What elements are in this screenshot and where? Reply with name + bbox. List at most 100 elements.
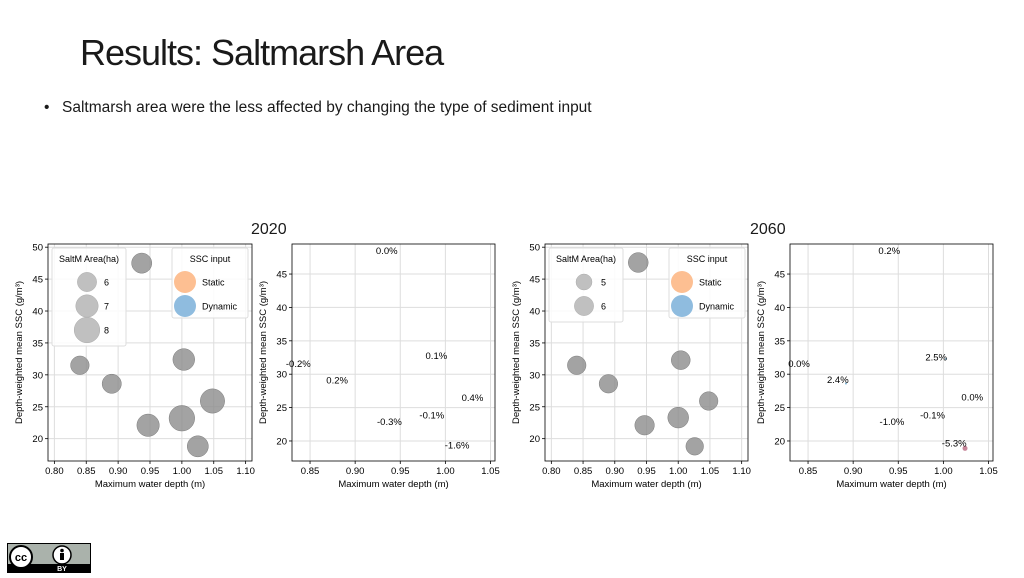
plot-frame [47,243,253,462]
x-tick-label: 1.00 [436,466,455,477]
data-label: -5.3% [942,438,967,449]
chart-panel-2: 0.85 0.90 0.95 1.00 1.05 20 25 30 35 40 45 Maximum … [258,243,500,490]
x-axis-label: Maximum water depth (m) [338,479,448,490]
chart-panel-3: 0.80 0.85 0.90 0.95 1.00 1.05 1.10 20 25 30 35 40 45… [511,243,751,490]
x-tick-label: 1.00 [669,466,688,477]
legend-size-label: 6 [104,278,109,288]
year-label-2060: 2060 [750,221,786,238]
plot-frame [544,243,749,462]
y-tick-label: 30 [32,370,43,381]
size-legend: SaltM Area(ha) 6 7 8 [51,247,127,347]
color-legend: SSC input Static Dynamic [668,247,746,319]
legend-color-swatch [174,295,196,317]
svg-text:BY: BY [57,566,67,573]
y-tick-label: 20 [32,434,43,445]
legend-title: SSC input [687,254,728,264]
legend-color-label: Static [202,278,225,288]
data-bubble [187,435,209,458]
y-tick-label: 35 [32,338,43,349]
x-tick-label: 0.90 [844,466,863,477]
y-axis-label: Depth-weighted mean SSC (g/m³) [756,281,767,424]
y-tick-label: 40 [32,307,43,318]
x-tick-label: 1.10 [236,466,255,477]
data-bubble [172,348,195,371]
legend-title: SaltM Area(ha) [556,254,616,264]
legend-size-bubble [73,316,101,344]
data-bubble [136,413,160,437]
y-tick-label: 40 [529,307,540,318]
data-label: 0.2% [878,246,900,257]
data-bubble [699,391,719,411]
y-tick-label: 35 [276,336,287,347]
legend-size-label: 6 [601,302,606,312]
x-axis-label: Maximum water depth (m) [591,479,701,490]
data-bubble [567,355,587,375]
data-label: 0.0% [961,392,983,403]
data-label: 0.0% [376,246,398,257]
y-tick-label: 40 [774,303,785,314]
x-tick-label: 0.95 [637,466,656,477]
chart-panel-1: 0.80 0.85 0.90 0.95 1.00 1.05 1.10 20 25 30 35 40 45… [14,243,255,490]
legend-color-label: Static [699,278,722,288]
x-tick-label: 1.00 [173,466,192,477]
data-bubble [634,415,655,436]
data-label: 0.1% [426,351,448,362]
year-label-2020: 2020 [251,221,287,238]
data-label: -0.1% [419,410,444,421]
x-tick-label: 1.00 [934,466,953,477]
data-bubble [628,252,649,273]
legend-size-bubble [75,294,99,318]
x-tick-label: 1.05 [481,466,500,477]
x-tick-label: 0.85 [799,466,818,477]
x-tick-label: 0.95 [391,466,410,477]
x-axis-label: Maximum water depth (m) [95,479,205,490]
cc-by-license-badge: cc BY [7,543,91,573]
data-bubble [168,405,195,432]
y-tick-label: 25 [32,402,43,413]
data-bubble [685,437,704,456]
data-label: -0.2% [286,359,311,370]
legend-size-bubble [77,272,97,292]
x-tick-label: 0.95 [889,466,908,477]
legend-color-label: Dynamic [699,302,735,312]
x-tick-label: 0.85 [301,466,320,477]
data-bubble [131,252,153,274]
y-tick-label: 30 [774,370,785,381]
legend-size-label: 5 [601,278,606,288]
data-bubble [598,374,618,394]
x-tick-label: 1.05 [701,466,720,477]
y-tick-label: 20 [529,434,540,445]
data-label: -0.1% [920,410,945,421]
data-label: 0.2% [326,376,348,387]
x-axis-label: Maximum water depth (m) [836,479,946,490]
y-tick-label: 25 [276,403,287,414]
legend-size-bubble [575,273,593,291]
y-tick-label: 45 [529,275,540,286]
plot-frame [789,243,994,462]
legend-size-label: 8 [104,326,109,336]
x-tick-label: 0.80 [45,466,64,477]
legend-color-swatch [174,271,196,293]
data-bubble [671,350,691,370]
x-tick-label: 0.90 [109,466,128,477]
color-legend: SSC input Static Dynamic [171,247,249,319]
y-tick-label: 45 [774,270,785,281]
y-tick-label: 20 [774,436,785,447]
legend-color-swatch [671,295,693,317]
y-tick-label: 20 [276,436,287,447]
y-tick-label: 25 [774,403,785,414]
y-axis-label: Depth-weighted mean SSC (g/m³) [14,281,25,424]
legend-color-swatch [671,271,693,293]
y-tick-label: 35 [774,336,785,347]
data-bubble [70,355,90,375]
legend-title: SSC input [190,254,231,264]
y-tick-label: 30 [529,370,540,381]
x-tick-label: 0.85 [574,466,593,477]
data-bubble [200,388,225,414]
data-label: 2.5% [925,352,947,363]
bullet-point: • Saltmarsh area were the less affected b… [44,99,592,117]
y-tick-label: 45 [32,275,43,286]
x-tick-label: 0.80 [542,466,561,477]
bullet-text: Saltmarsh area were the less affected by… [62,99,592,116]
